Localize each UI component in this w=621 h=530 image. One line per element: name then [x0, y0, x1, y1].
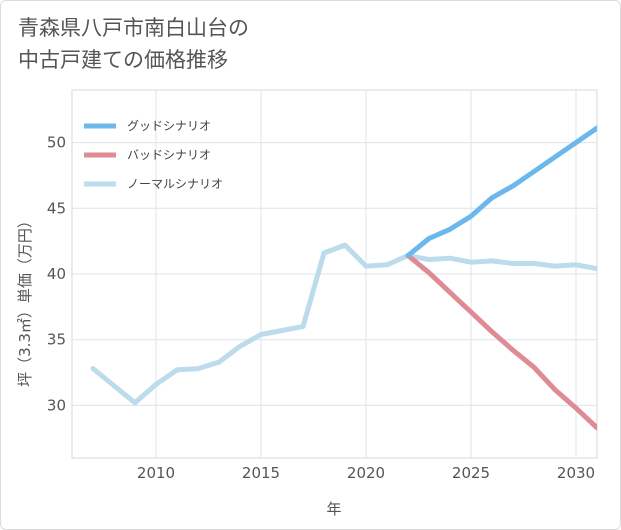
chart-title-line-1: 青森県八戸市南白山台の: [18, 16, 249, 40]
y-tick-label: 45: [47, 199, 66, 217]
y-tick-label: 35: [47, 331, 66, 349]
y-tick-label: 50: [47, 134, 66, 152]
x-tick-label: 2020: [347, 464, 385, 482]
y-tick-label: 40: [47, 265, 66, 283]
x-tick-label: 2010: [137, 464, 175, 482]
series-line-0: [405, 125, 597, 259]
x-tick-label: 2030: [557, 464, 595, 482]
chart-title: 青森県八戸市南白山台の 中古戸建ての価格推移: [18, 12, 249, 76]
y-axis-label: 坪（3.3㎡）単価（万円）: [16, 213, 34, 387]
legend-label-2: ノーマルシナリオ: [127, 177, 223, 191]
x-tick-label: 2015: [242, 464, 280, 482]
legend-label-1: バッドシナリオ: [127, 148, 211, 162]
y-axis-ticks: 30 35 40 45 50: [47, 134, 66, 415]
x-tick-label: 2025: [452, 464, 490, 482]
gridlines: [72, 90, 597, 458]
chart-title-line-2: 中古戸建ての価格推移: [18, 48, 228, 72]
y-tick-label: 30: [47, 396, 66, 414]
series-line-2: [90, 242, 597, 406]
legend-label-0: グッドシナリオ: [127, 119, 211, 133]
x-axis-label: 年: [326, 500, 341, 518]
series-lines: [90, 125, 597, 431]
series-line-1: [405, 253, 597, 431]
x-axis-ticks: 2010 2015 2020 2025 2030: [137, 464, 595, 482]
